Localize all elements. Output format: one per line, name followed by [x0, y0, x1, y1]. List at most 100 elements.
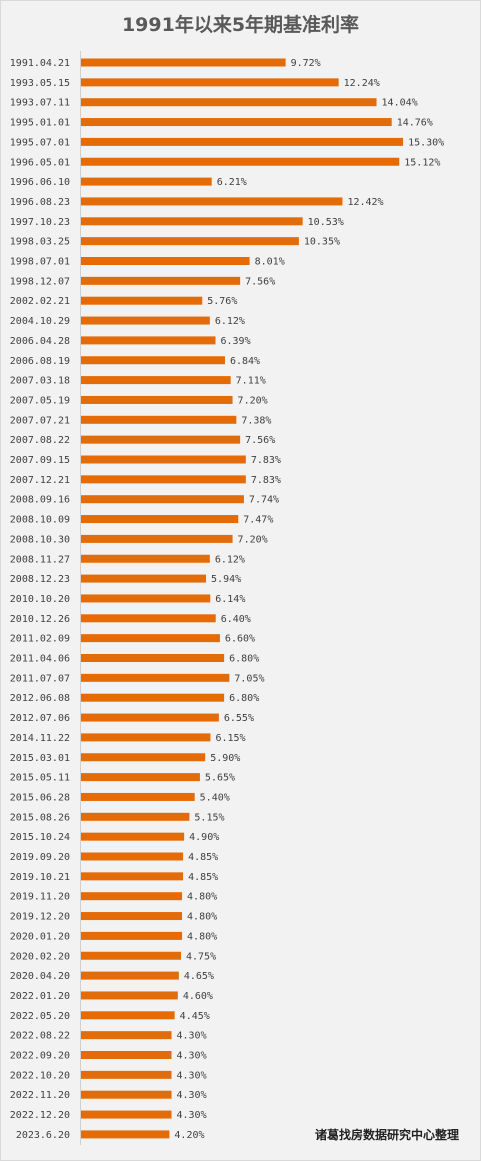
category-label: 2002.02.21 [10, 296, 70, 307]
data-label: 10.53% [308, 217, 344, 228]
category-label: 1998.03.25 [10, 237, 70, 248]
category-label: 2007.07.21 [10, 415, 70, 426]
data-label: 4.30% [177, 1110, 207, 1121]
data-label: 12.42% [347, 197, 383, 208]
data-label: 6.80% [229, 654, 259, 665]
data-label: 6.84% [230, 356, 260, 367]
bar [81, 812, 190, 821]
category-label: 1996.06.10 [10, 177, 70, 188]
data-label: 4.80% [187, 892, 217, 903]
category-label: 2011.07.07 [10, 673, 70, 684]
bar [81, 634, 220, 643]
data-label: 6.80% [229, 693, 259, 704]
bar [81, 137, 404, 146]
bar [81, 792, 195, 801]
category-label: 2022.01.20 [10, 991, 70, 1002]
data-label: 7.83% [251, 475, 281, 486]
bar [81, 614, 216, 623]
bar [81, 157, 400, 166]
category-label: 2019.10.21 [10, 872, 70, 883]
category-label: 2012.06.08 [10, 693, 70, 704]
category-label: 2015.05.11 [10, 773, 70, 784]
data-label: 5.40% [200, 792, 230, 803]
category-label: 2023.6.20 [16, 1130, 70, 1141]
data-label: 7.20% [238, 534, 268, 545]
bar [81, 257, 250, 265]
category-label: 2010.10.20 [10, 594, 70, 605]
bar [81, 98, 377, 107]
bar [81, 971, 179, 980]
category-label: 1993.07.11 [10, 98, 70, 109]
data-label: 6.15% [215, 733, 245, 744]
bar [81, 574, 207, 583]
bar [81, 713, 219, 722]
category-label: 2011.02.09 [10, 634, 70, 645]
bar [81, 316, 210, 325]
category-label: 2006.04.28 [10, 336, 70, 347]
bar [81, 534, 233, 543]
data-label: 14.04% [382, 98, 418, 109]
bar [81, 78, 339, 87]
data-label: 15.12% [404, 157, 440, 168]
data-label: 4.45% [180, 1011, 210, 1022]
bar [81, 594, 211, 603]
category-label: 2008.10.09 [10, 515, 70, 526]
category-label: 2015.03.01 [10, 753, 70, 764]
data-label: 4.30% [177, 1070, 207, 1081]
source-credit: 诸葛找房数据研究中心整理 [314, 1128, 459, 1142]
category-label: 1991.04.21 [10, 58, 70, 69]
data-label: 7.20% [238, 395, 268, 406]
data-label: 7.56% [245, 276, 275, 287]
category-label: 2008.12.23 [10, 574, 70, 585]
bar [81, 1051, 172, 1059]
data-label: 4.85% [188, 872, 218, 883]
category-label: 2004.10.29 [10, 316, 70, 327]
bar [81, 773, 200, 782]
data-label: 4.65% [184, 971, 214, 982]
bar [81, 455, 246, 464]
data-label: 10.35% [304, 237, 340, 248]
bar [81, 951, 181, 960]
bar [81, 435, 241, 444]
data-label: 4.30% [177, 1090, 207, 1101]
category-label: 2019.12.20 [10, 912, 70, 923]
bar [81, 1110, 172, 1119]
category-label: 2022.10.20 [10, 1070, 70, 1081]
bar [81, 753, 206, 762]
data-label: 4.30% [177, 1031, 207, 1042]
bar [81, 912, 183, 921]
data-label: 6.14% [215, 594, 245, 605]
data-label: 7.74% [249, 495, 279, 506]
data-label: 5.15% [194, 812, 224, 823]
category-label: 2022.08.22 [10, 1031, 70, 1042]
data-label: 5.90% [210, 753, 240, 764]
category-label: 2020.02.20 [10, 951, 70, 962]
data-label: 7.56% [245, 435, 275, 446]
category-label: 2014.11.22 [10, 733, 70, 744]
data-label: 15.30% [408, 137, 444, 148]
category-label: 2012.07.06 [10, 713, 70, 724]
category-label: 1997.10.23 [10, 217, 70, 228]
data-label: 7.38% [241, 415, 271, 426]
data-label: 7.11% [236, 376, 266, 387]
bar [81, 515, 239, 524]
bar [81, 1070, 172, 1079]
bar [81, 931, 183, 940]
data-label: 4.80% [187, 931, 217, 942]
bar [81, 892, 183, 901]
category-label: 2007.03.18 [10, 376, 70, 387]
category-label: 1995.01.01 [10, 118, 70, 129]
category-label: 2022.11.20 [10, 1090, 70, 1101]
category-label: 1993.05.15 [10, 78, 70, 89]
bar [81, 58, 286, 67]
chart-title: 1991年以来5年期基准利率 [121, 14, 360, 36]
bar [81, 276, 241, 285]
data-label: 4.30% [177, 1051, 207, 1062]
data-label: 6.21% [217, 177, 247, 188]
bar [81, 217, 303, 226]
category-label: 1995.07.01 [10, 137, 70, 148]
category-label: 2007.08.22 [10, 435, 70, 446]
bar [81, 237, 299, 246]
data-label: 7.47% [243, 515, 273, 526]
data-label: 6.60% [225, 634, 255, 645]
